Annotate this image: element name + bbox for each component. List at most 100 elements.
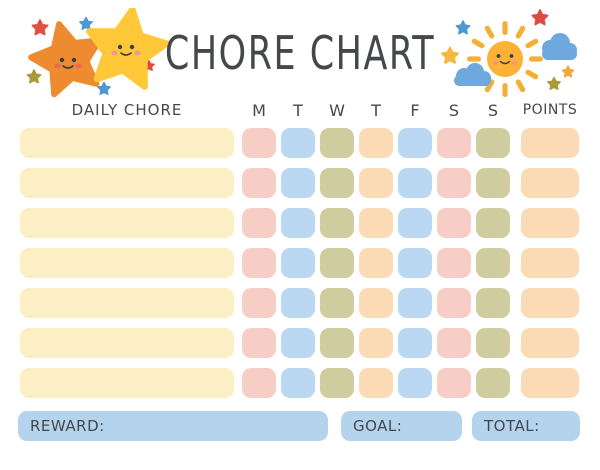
day-checkbox[interactable] <box>476 168 510 198</box>
day-checkbox[interactable] <box>320 328 354 358</box>
chore-row-7 <box>20 368 579 398</box>
points-header: POINTS <box>522 102 578 118</box>
day-checkbox[interactable] <box>242 248 276 278</box>
day-header-friday: F <box>410 100 420 120</box>
chore-row-1 <box>20 128 579 158</box>
mini-star-red-icon <box>532 10 547 24</box>
daily-chore-header: DAILY CHORE <box>71 101 183 119</box>
day-checkbox[interactable] <box>242 128 276 158</box>
orange-star-face <box>54 57 82 69</box>
day-checkbox[interactable] <box>320 168 354 198</box>
goal-field[interactable]: GOAL: <box>341 411 462 441</box>
chore-row-6 <box>20 328 579 358</box>
day-checkbox[interactable] <box>437 168 471 198</box>
points-cell[interactable] <box>521 288 579 318</box>
mini-star-gold-icon <box>562 66 573 77</box>
points-cell[interactable] <box>521 248 579 278</box>
chore-name-cell[interactable] <box>20 128 234 158</box>
day-checkbox[interactable] <box>437 328 471 358</box>
smiling-sun-icon <box>428 2 577 97</box>
mini-star-olive-icon <box>27 70 40 83</box>
day-header-monday: M <box>252 100 266 120</box>
day-checkbox[interactable] <box>359 168 393 198</box>
sun-body <box>487 41 523 77</box>
smiling-stars-icon <box>22 8 177 100</box>
day-checkbox[interactable] <box>281 128 315 158</box>
day-checkbox[interactable] <box>320 368 354 398</box>
goal-label: GOAL: <box>353 417 403 435</box>
points-cell[interactable] <box>521 328 579 358</box>
day-header-tuesday: T <box>293 100 303 120</box>
day-checkbox[interactable] <box>398 368 432 398</box>
day-checkbox[interactable] <box>476 248 510 278</box>
reward-label: REWARD: <box>30 417 105 435</box>
table-header: DAILY CHORE M T W T F S S POINTS <box>20 97 579 123</box>
chore-row-2 <box>20 168 579 198</box>
day-checkbox[interactable] <box>281 208 315 238</box>
day-checkbox[interactable] <box>242 368 276 398</box>
day-checkbox[interactable] <box>437 368 471 398</box>
chore-name-cell[interactable] <box>20 248 234 278</box>
day-checkbox[interactable] <box>320 128 354 158</box>
day-checkbox[interactable] <box>437 288 471 318</box>
day-checkbox[interactable] <box>359 208 393 238</box>
chore-name-cell[interactable] <box>20 168 234 198</box>
day-checkbox[interactable] <box>398 328 432 358</box>
day-checkbox[interactable] <box>320 288 354 318</box>
day-checkbox[interactable] <box>398 208 432 238</box>
chore-name-cell[interactable] <box>20 368 234 398</box>
day-checkbox[interactable] <box>359 128 393 158</box>
day-checkbox[interactable] <box>437 248 471 278</box>
day-checkbox[interactable] <box>359 368 393 398</box>
day-checkbox[interactable] <box>281 248 315 278</box>
cloud-icon <box>454 63 491 86</box>
day-checkbox[interactable] <box>398 168 432 198</box>
day-checkbox[interactable] <box>242 208 276 238</box>
day-header-saturday: S <box>448 100 460 120</box>
points-cell[interactable] <box>521 208 579 238</box>
mini-star-blue-icon <box>456 21 469 34</box>
points-cell[interactable] <box>521 128 579 158</box>
day-header-sunday: S <box>487 100 499 120</box>
mini-star-olive-icon <box>548 78 560 90</box>
points-cell[interactable] <box>521 168 579 198</box>
day-checkbox[interactable] <box>242 288 276 318</box>
chore-row-5 <box>20 288 579 318</box>
day-checkbox[interactable] <box>281 328 315 358</box>
day-checkbox[interactable] <box>242 328 276 358</box>
reward-field[interactable]: REWARD: <box>18 411 328 441</box>
chore-row-3 <box>20 208 579 238</box>
sun-face <box>492 54 518 65</box>
chore-name-cell[interactable] <box>20 328 234 358</box>
chore-name-cell[interactable] <box>20 208 234 238</box>
cloud-icon <box>542 33 577 60</box>
day-checkbox[interactable] <box>242 168 276 198</box>
day-checkbox[interactable] <box>398 248 432 278</box>
day-checkbox[interactable] <box>281 168 315 198</box>
chore-name-cell[interactable] <box>20 288 234 318</box>
day-checkbox[interactable] <box>320 248 354 278</box>
day-checkbox[interactable] <box>359 328 393 358</box>
day-checkbox[interactable] <box>476 208 510 238</box>
day-checkbox[interactable] <box>359 248 393 278</box>
day-checkbox[interactable] <box>437 208 471 238</box>
day-checkbox[interactable] <box>437 128 471 158</box>
chart-rows <box>20 128 579 408</box>
chore-row-4 <box>20 248 579 278</box>
day-checkbox[interactable] <box>476 288 510 318</box>
day-checkbox[interactable] <box>398 128 432 158</box>
day-checkbox[interactable] <box>281 368 315 398</box>
day-checkbox[interactable] <box>476 368 510 398</box>
mini-star-red-icon <box>32 20 47 34</box>
day-checkbox[interactable] <box>320 208 354 238</box>
day-checkbox[interactable] <box>476 128 510 158</box>
points-cell[interactable] <box>521 368 579 398</box>
day-checkbox[interactable] <box>281 288 315 318</box>
total-field[interactable]: TOTAL: <box>472 411 580 441</box>
footer: REWARD: GOAL: TOTAL: <box>18 411 580 441</box>
day-checkbox[interactable] <box>476 328 510 358</box>
day-header-thursday: T <box>371 100 381 120</box>
day-checkbox[interactable] <box>359 288 393 318</box>
day-checkbox[interactable] <box>398 288 432 318</box>
